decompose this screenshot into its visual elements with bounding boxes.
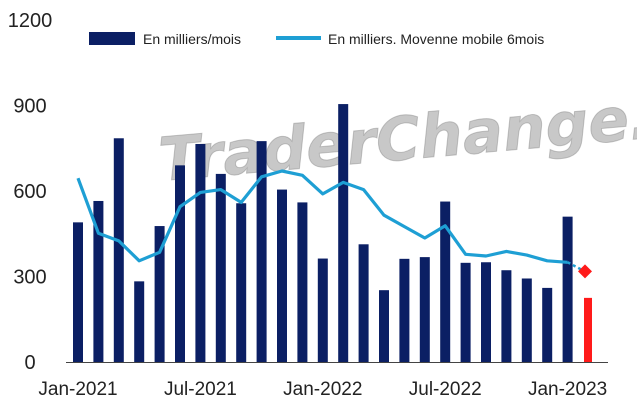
bar	[297, 202, 308, 362]
bar	[256, 141, 267, 362]
bar	[215, 173, 226, 362]
watermark: TraderChange.com	[156, 70, 637, 196]
legend-label-line: En milliers. Movenne mobile 6mois	[328, 31, 544, 47]
bar	[175, 165, 185, 362]
bar	[440, 201, 451, 362]
x-tick-label: Jan-2022	[283, 379, 362, 400]
bar	[277, 189, 287, 362]
bar	[399, 258, 410, 362]
bar	[317, 258, 328, 362]
x-tick-label: Jan-2023	[528, 379, 607, 400]
x-axis-ticks: Jan-2021 Jul-2021 Jan-2022 Jul-2022 Jan-2023	[38, 379, 607, 400]
legend: En milliers/mois En milliers. Movenne mo…	[89, 31, 544, 47]
bar	[113, 138, 124, 362]
watermark-text: TraderChange.com	[156, 71, 637, 196]
bar	[338, 104, 349, 362]
bar	[419, 257, 430, 362]
bar	[521, 278, 532, 362]
legend-swatch-bars	[89, 32, 135, 45]
bar	[481, 262, 491, 362]
bar	[93, 200, 104, 362]
bars-layer	[73, 104, 592, 362]
bar	[134, 281, 145, 362]
bar	[73, 222, 83, 362]
forecast-bar	[584, 297, 592, 362]
y-tick-label: 900	[13, 96, 46, 118]
bar	[562, 216, 573, 362]
bar	[358, 244, 369, 362]
bar	[379, 290, 389, 362]
moving-average-projection	[567, 261, 582, 271]
bar	[195, 143, 206, 362]
bar	[460, 262, 471, 362]
x-tick-label: Jan-2021	[38, 379, 117, 400]
y-tick-label: 1200	[8, 10, 53, 32]
bar	[542, 287, 553, 362]
y-axis-ticks: 1200 900 600 300 0	[8, 10, 53, 374]
y-tick-label: 0	[24, 352, 35, 374]
y-tick-label: 300	[13, 267, 46, 289]
bar	[154, 226, 165, 362]
forecast-point	[578, 264, 592, 279]
bar	[501, 270, 512, 362]
bar	[236, 203, 247, 362]
x-tick-label: Jul-2022	[409, 379, 482, 400]
moving-average-layer	[76, 169, 592, 279]
x-tick-label: Jul-2021	[164, 379, 237, 400]
moving-average-line	[76, 169, 568, 264]
legend-label-bars: En milliers/mois	[143, 31, 241, 47]
y-tick-label: 600	[13, 181, 46, 203]
